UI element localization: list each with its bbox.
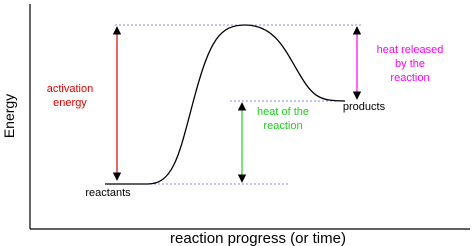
products-label: products xyxy=(343,101,386,113)
annotation-group: activation energy heat of the reaction heat … xyxy=(47,44,444,132)
heat-released-label: heat released xyxy=(377,44,444,56)
heat-released-label: by the xyxy=(395,58,425,70)
activation-energy-label: activation xyxy=(47,83,93,95)
y-axis-label: Energy xyxy=(1,94,17,138)
heat-released-label: reaction xyxy=(390,72,429,84)
reaction-curve xyxy=(105,24,346,185)
activation-energy-label: energy xyxy=(53,97,87,109)
heat-of-reaction-label: reaction xyxy=(263,120,302,132)
reactants-label: reactants xyxy=(85,187,131,199)
x-axis-label: reaction progress (or time) xyxy=(170,230,346,246)
heat-of-reaction-label: heat of the xyxy=(257,106,309,118)
